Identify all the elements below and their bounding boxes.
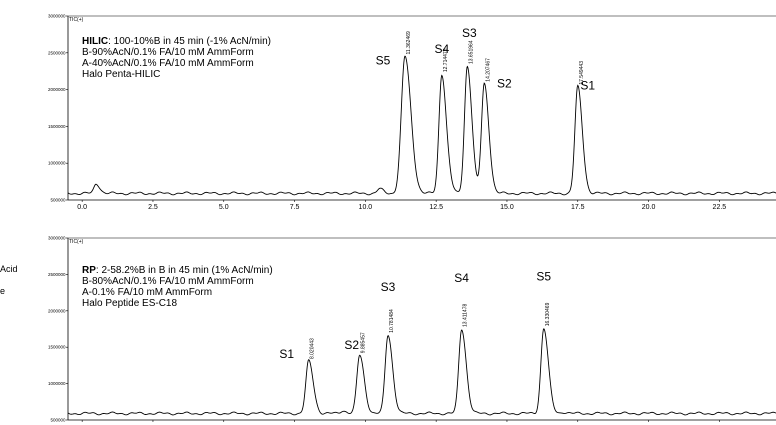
rp-method-line-3: A-0.1% FA/10 mM AmmForm: [82, 287, 213, 298]
hilic-peak-rt-label: 17.549443: [579, 61, 585, 85]
hilic-detector-label: TIC(+): [69, 17, 84, 23]
hilic-y-tick-label: 2000000: [48, 87, 66, 92]
hilic-method-line-1: HILIC: 100-10%B in 45 min (-1% AcN/min): [82, 36, 271, 47]
rp-chart-svg: TIC(+)3000000 2500000 2000000 1500000 100000…: [48, 236, 776, 423]
rp-peak-name-s5: S5: [536, 269, 551, 283]
hilic-x-tick-label: 5.0: [219, 204, 229, 211]
hilic-trace: [67, 55, 776, 196]
hilic-peak-name-s5: S5: [376, 53, 391, 67]
rp-peak-rt-label: 9.885457: [361, 332, 367, 353]
hilic-y-tick-label: 3000000: [48, 14, 66, 19]
rp-peak-name-s3: S3: [381, 280, 396, 294]
hilic-peak-name-s1: S1: [580, 79, 595, 93]
rp-method-line-4: Halo Peptide ES-C18: [82, 298, 178, 309]
hilic-x-tick-label: 2.5: [148, 204, 158, 211]
rp-method-line-1: RP: 2-58.2%B in B in 45 min (1% AcN/min): [82, 265, 273, 276]
rp-peak-name-s1: S1: [279, 347, 294, 361]
hilic-chart-svg: TIC(+)3000000 2500000 2000000 1500000 100000…: [48, 14, 776, 211]
hilic-method-line-3: A-40%AcN/0.1% FA/10 mM AmmForm: [82, 58, 254, 69]
rp-peak-name-s4: S4: [454, 271, 469, 285]
hilic-method-box: HILIC: 100-10%B in 45 min (-1% AcN/min) …: [82, 36, 271, 80]
hilic-peak-rt-label: 11.362469: [406, 31, 412, 54]
hilic-chromatogram: TIC(+) 3000000 2500000 2000000 1500000 100000…: [48, 10, 776, 211]
hilic-peak-rt-label: 13.651964: [468, 40, 474, 64]
hilic-peak-rt-label: 12.714478: [443, 48, 449, 72]
hilic-method-line-2: B-90%AcN/0.1% FA/10 mM AmmForm: [82, 47, 254, 58]
rp-chromatogram: TIC(+) 3000000 2500000 2000000 1500000 100000…: [48, 232, 776, 425]
hilic-x-tick-label: 12.5: [429, 204, 443, 211]
hilic-peak-name-s3: S3: [462, 26, 477, 40]
hilic-y-tick-label: 2500000: [48, 50, 66, 55]
hilic-x-tick-label: 22.5: [713, 204, 727, 211]
hilic-x-tick-label: 17.5: [571, 204, 585, 211]
rp-y-tick-label: 1500000: [48, 345, 66, 350]
rp-peak-name-s2: S2: [344, 338, 359, 352]
rp-detector-label: TIC(+): [69, 239, 84, 245]
rp-y-tick-label: 2000000: [48, 308, 66, 313]
hilic-peak-name-s4: S4: [434, 42, 449, 56]
hilic-peak-rt-label: 14.207467: [485, 58, 491, 82]
rp-y-tick-label: 3000000: [48, 236, 66, 241]
side-note-1: Acid: [0, 264, 18, 274]
rp-method-line-2: B-80%AcN/0.1% FA/10 mM AmmForm: [82, 276, 254, 287]
rp-trace: [67, 327, 776, 416]
rp-y-tick-label: 1000000: [48, 381, 66, 386]
rp-peak-rt-label: 16.330469: [545, 302, 551, 326]
rp-peak-rt-label: 10.781484: [389, 309, 395, 333]
hilic-y-tick-label: 1500000: [48, 124, 66, 129]
rp-peak-rt-label: 8.020443: [310, 338, 316, 359]
hilic-x-tick-label: 20.0: [642, 204, 656, 211]
hilic-peak-name-s2: S2: [497, 77, 512, 91]
rp-y-tick-label: 2500000: [48, 272, 66, 277]
hilic-x-tick-label: 7.5: [290, 204, 300, 211]
hilic-x-tick-label: 0.0: [77, 204, 87, 211]
hilic-y-tick-label: 500000: [50, 198, 66, 203]
rp-method-box: RP: 2-58.2%B in B in 45 min (1% AcN/min)…: [82, 265, 273, 309]
rp-y-tick-label: 500000: [50, 418, 66, 423]
side-note-2: e: [0, 286, 6, 296]
hilic-x-tick-label: 10.0: [359, 204, 373, 211]
hilic-method-line-4: Halo Penta-HILIC: [82, 69, 161, 80]
hilic-y-tick-label: 1000000: [48, 161, 66, 166]
rp-peak-rt-label: 13.411478: [463, 304, 469, 327]
hilic-x-tick-label: 15.0: [500, 204, 514, 211]
